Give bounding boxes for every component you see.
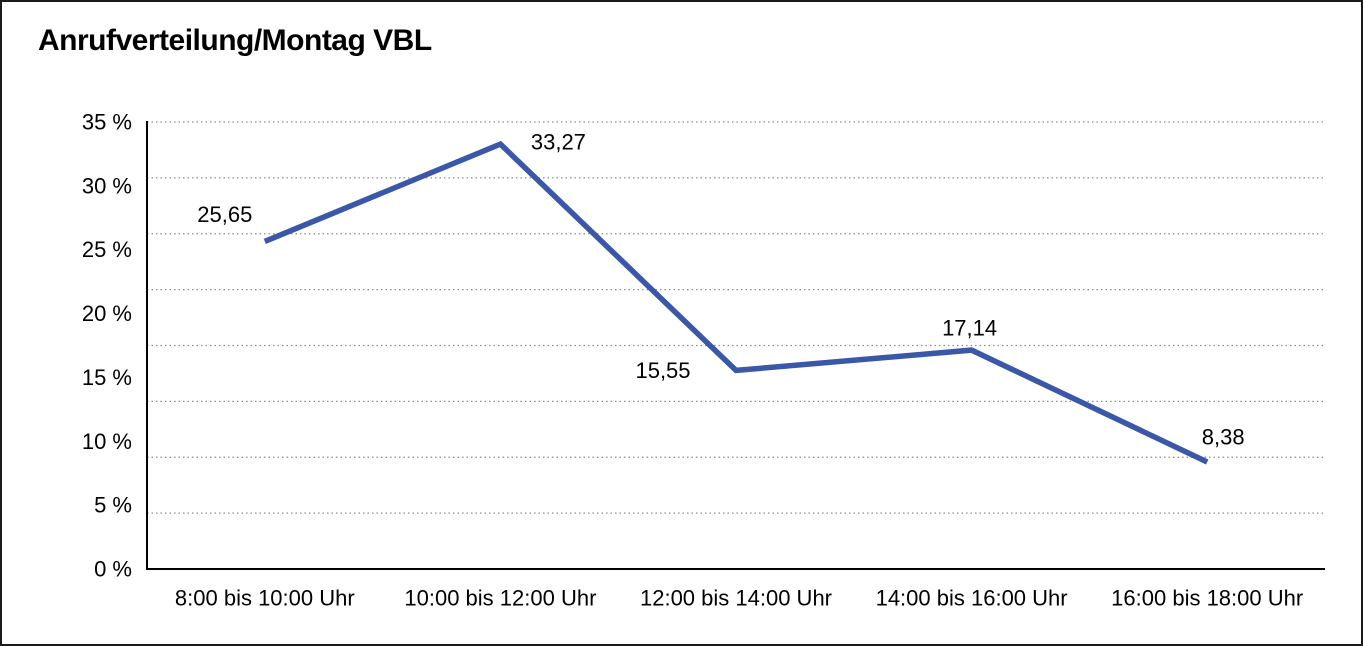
- y-axis-tick-label: 35 %: [82, 110, 132, 135]
- x-axis-category-label: 8:00 bis 10:00 Uhr: [175, 586, 355, 611]
- y-axis-tick-label: 20 %: [82, 301, 132, 326]
- x-axis-category-label: 10:00 bis 12:00 Uhr: [404, 586, 596, 611]
- x-axis-category-label: 12:00 bis 14:00 Uhr: [640, 586, 832, 611]
- y-axis-tick-label: 25 %: [82, 237, 132, 262]
- data-series-line: [263, 140, 1209, 465]
- data-point-label: 8,38: [1202, 424, 1245, 449]
- x-axis-category-label: 16:00 bis 18:00 Uhr: [1111, 586, 1303, 611]
- x-axis-category-label: 14:00 bis 16:00 Uhr: [876, 586, 1068, 611]
- y-axis-tick-label: 0 %: [94, 557, 132, 582]
- y-axis-tick-label: 15 %: [82, 365, 132, 390]
- data-point-label: 15,55: [635, 358, 690, 383]
- y-axis-tick-label: 5 %: [94, 493, 132, 518]
- data-point-label: 17,14: [942, 316, 997, 341]
- y-axis-tick-label: 10 %: [82, 429, 132, 454]
- data-point-label: 25,65: [197, 202, 252, 227]
- data-point-label: 33,27: [531, 130, 586, 155]
- chart-title: Anrufverteilung/Montag VBL: [38, 24, 432, 57]
- y-axis-tick-label: 30 %: [82, 173, 132, 198]
